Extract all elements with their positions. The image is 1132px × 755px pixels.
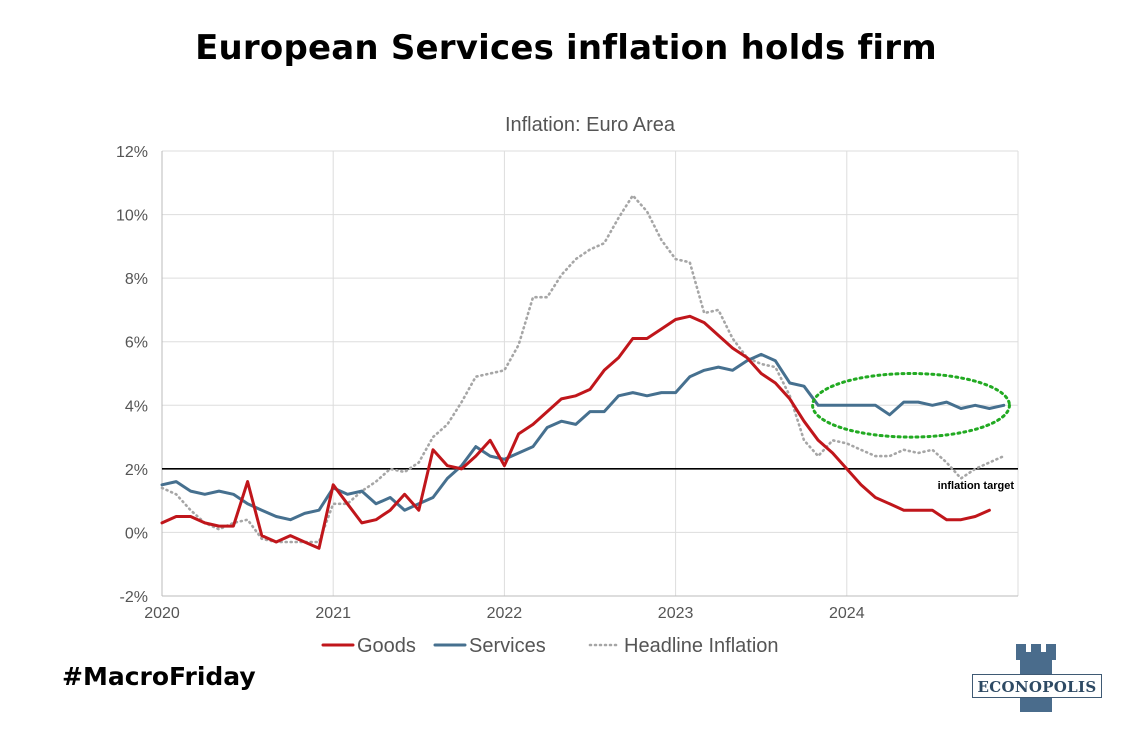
y-tick-label: 12%: [116, 144, 148, 161]
series-line-services: [160, 352, 1006, 522]
reference-line-group: inflation target: [162, 468, 1018, 492]
x-tick-label: 2021: [315, 605, 351, 622]
legend: Goods Services Headline Inflation: [321, 635, 779, 657]
econopolis-logo: ECONOPOLIS: [972, 640, 1106, 714]
hashtag-label: #MacroFriday: [62, 662, 256, 691]
series-line-goods: [160, 314, 991, 550]
castle-tower-icon: [1016, 644, 1056, 712]
y-tick-label: 8%: [125, 271, 148, 288]
highlight-ellipse: [811, 372, 1011, 439]
legend-label: Services: [469, 635, 546, 657]
x-tick-label: 2024: [829, 605, 865, 622]
legend-label: Headline Inflation: [624, 635, 779, 657]
series-line-headline-inflation: [160, 194, 1006, 544]
annotation-group: [811, 372, 1011, 439]
inflation-target-label: inflation target: [938, 480, 1015, 492]
x-tick-label: 2022: [487, 605, 523, 622]
page-title: European Services inflation holds firm: [195, 28, 937, 68]
series-group: [160, 194, 1006, 550]
y-tick-label: 6%: [125, 335, 148, 352]
x-tick-label: 2023: [658, 605, 694, 622]
y-tick-label: 0%: [125, 525, 148, 542]
axes: -2% 0% 2% 4% 6% 8% 10% 12% 2020 2021 2022 2023 2024: [116, 144, 1018, 622]
y-tick-label: 10%: [116, 208, 148, 225]
y-tick-label: 2%: [125, 462, 148, 479]
legend-label: Goods: [357, 635, 416, 657]
y-tick-label: 4%: [125, 398, 148, 415]
x-tick-label: 2020: [144, 605, 180, 622]
y-tick-label: -2%: [120, 589, 148, 606]
chart-title: Inflation: Euro Area: [505, 114, 676, 136]
logo-text: ECONOPOLIS: [972, 674, 1102, 698]
